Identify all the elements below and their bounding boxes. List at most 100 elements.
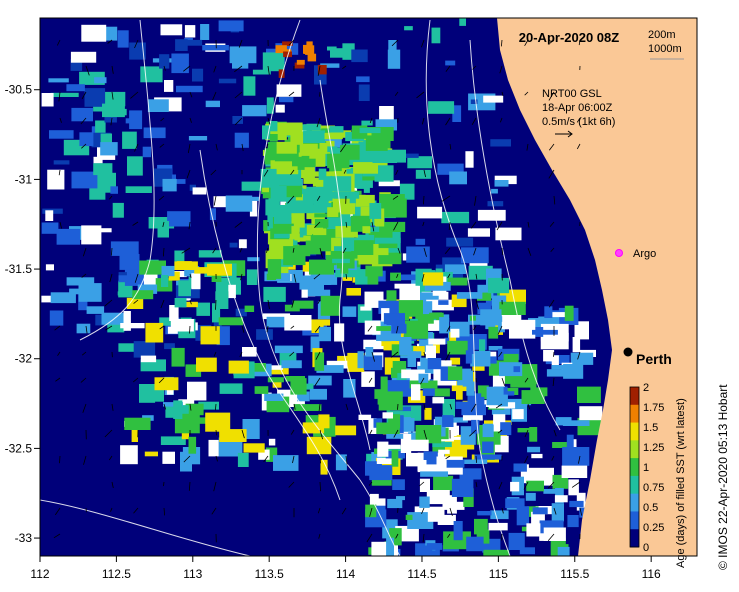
sst-patch [122,131,137,149]
sst-patch [243,443,265,453]
sst-patch [247,257,260,262]
sst-patch [118,272,127,277]
current-vector [314,325,321,333]
sst-patch [229,242,238,248]
sst-patch [387,498,403,509]
sst-patch [53,160,70,165]
current-vector [234,221,243,228]
sst-patch [314,219,329,228]
sst-patch [162,451,175,464]
sst-patch [508,532,525,550]
current-vector [287,195,295,204]
current-vector [446,325,451,332]
current-vector [548,91,555,101]
current-vector [576,117,581,123]
current-vector [241,325,245,333]
sst-patch [407,512,434,529]
sst-patch [86,306,105,314]
sst-patch [293,404,322,411]
current-vector [213,481,217,492]
sst-patch [487,277,510,294]
sst-patch [258,449,270,460]
sst-patch [513,366,521,373]
argo-marker-icon [615,249,623,257]
sst-patch [140,359,166,372]
depth-contours [40,19,561,556]
sst-patch [432,397,445,404]
sst-patch [95,120,106,135]
sst-patch [241,181,269,191]
sst-patch [160,24,183,36]
current-vector [56,39,61,46]
sst-patch [355,194,375,207]
sst-patch [209,208,216,220]
sst-patch [268,438,276,446]
current-vector [445,455,451,460]
current-vector [159,325,165,330]
current-vector [189,403,192,411]
current-vector [134,39,139,49]
sst-patch [544,306,553,318]
current-vector [186,169,191,179]
current-vector [527,403,530,410]
sst-patch [159,54,170,69]
current-vector [183,65,191,72]
sst-patch [468,314,487,325]
current-vector [393,221,399,231]
sst-patch [513,463,527,472]
sst-patch [306,41,313,50]
sst-patch [442,399,455,417]
sst-patch [467,393,482,404]
sst-patch [273,455,299,471]
depth-contour-200m: 200m [648,29,676,41]
sst-patch [371,505,386,515]
sst-patch [466,381,475,396]
sst-patch [519,364,538,385]
y-axis-ticks: -30.5 -31 -31.5 -32 -32.5 -33 [5,83,40,545]
sst-patch [520,464,529,484]
sst-patch [505,498,525,508]
sst-patch [379,194,405,210]
sst-patch [70,51,97,63]
sst-patch [145,322,164,343]
current-vector [239,247,243,253]
sst-patch [164,343,175,350]
current-vector [234,65,243,73]
sst-patch [551,503,564,522]
sst-patch [45,264,54,271]
sst-patch [117,30,129,48]
sst-patch [427,358,442,370]
sst-patch [452,105,462,122]
current-vector [523,481,529,490]
current-vector [267,117,271,125]
sst-patch [552,442,570,448]
sst-patch [264,393,284,401]
sst-patch [163,402,183,407]
sst-patch [269,134,278,142]
sst-patch [473,400,499,407]
sst-patch [378,243,398,249]
sst-patch [439,314,450,334]
sst-patch [234,132,249,148]
sst-patch [446,237,474,247]
sst-patch [479,339,486,356]
sst-patch [490,139,511,147]
sst-patch [490,510,509,520]
sst-patch [361,120,373,126]
current-vector [292,247,295,253]
sst-patch [263,286,286,302]
sst-patch [213,196,233,208]
sst-patch [521,390,545,404]
current-vector [81,143,87,149]
place-label-argo: Argo [633,248,656,260]
current-vector [397,247,401,254]
sst-patch [66,277,95,286]
current-vector [104,299,113,307]
sst-patch [406,452,421,467]
sst-patch [425,345,436,359]
current-vector [134,273,139,283]
sst-patch [527,446,541,453]
current-vector [289,351,295,357]
credit-text: © IMOS 22-Apr-2020 05:13 Hobart [716,384,730,570]
